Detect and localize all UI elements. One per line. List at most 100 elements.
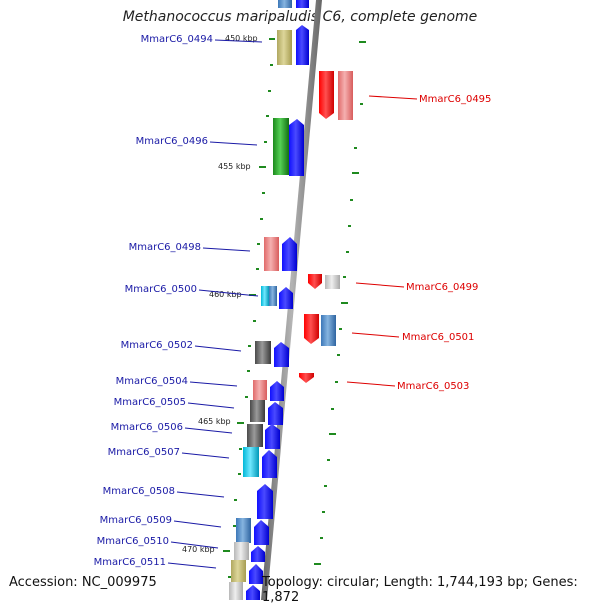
- gene-segment: [289, 119, 304, 176]
- leader-line: [198, 289, 259, 297]
- gene-label-forward[interactable]: MmarC6_0498: [129, 242, 201, 253]
- gene-label-forward[interactable]: MmarC6_0506: [111, 422, 183, 433]
- tick-mark: [354, 147, 357, 149]
- tick-mark: [270, 64, 273, 66]
- tick-mark: [350, 199, 353, 201]
- leader-line: [176, 491, 225, 498]
- gene-label-forward[interactable]: MmarC6_0510: [97, 536, 169, 547]
- gene-segment: [319, 71, 334, 119]
- tick-mark: [360, 103, 363, 105]
- tick-mark: [260, 218, 263, 220]
- tick-mark: [322, 511, 325, 513]
- gene-label-reverse[interactable]: MmarC6_0499: [406, 282, 478, 293]
- forward-genes: [229, 0, 309, 600]
- forward-leaders: [167, 39, 263, 569]
- leader-line: [189, 381, 238, 387]
- leader-line: [202, 247, 251, 252]
- tick-mark: [339, 328, 342, 330]
- tick-mark: [341, 302, 348, 304]
- gene-label-forward[interactable]: MmarC6_0509: [100, 515, 172, 526]
- tick-mark: [262, 192, 265, 194]
- gene-segment: [253, 380, 267, 400]
- tick-mark: [264, 141, 267, 143]
- gene-segment: [270, 381, 284, 401]
- tick-mark: [324, 485, 327, 487]
- map-title: Methanococcus maripaludis C6, complete g…: [122, 9, 478, 25]
- gene-segment: [254, 520, 269, 545]
- gene-label-forward[interactable]: MmarC6_0511: [94, 557, 166, 568]
- gene-segment: [273, 118, 289, 175]
- gene-label-forward[interactable]: MmarC6_0507: [108, 447, 180, 458]
- gene-segment: [250, 400, 265, 422]
- tick-mark: [237, 422, 244, 424]
- gene-segment: [251, 546, 265, 562]
- gene-segment: [236, 518, 251, 543]
- tick-mark: [257, 243, 260, 245]
- gene-segment: [296, 0, 309, 8]
- leader-line: [214, 39, 263, 43]
- scale-label: 465 kbp: [198, 417, 231, 426]
- tick-mark: [266, 115, 269, 117]
- tick-mark: [239, 448, 242, 450]
- gene-segment: [255, 341, 271, 364]
- gene-segment: [278, 0, 292, 8]
- gene-segment: [229, 582, 243, 600]
- gene-segment: [269, 286, 277, 306]
- leader-line: [167, 562, 217, 569]
- tick-mark: [329, 433, 336, 435]
- gene-segment: [246, 585, 260, 600]
- gene-segment: [249, 564, 263, 584]
- gene-segment: [247, 424, 263, 447]
- gene-segment: [264, 237, 279, 271]
- gene-label-forward[interactable]: MmarC6_0505: [114, 397, 186, 408]
- tick-mark: [320, 537, 323, 539]
- gene-segment: [321, 315, 336, 346]
- tick-mark: [335, 381, 338, 383]
- tick-mark: [269, 38, 275, 40]
- tick-mark: [259, 166, 266, 168]
- gene-label-reverse[interactable]: MmarC6_0495: [419, 94, 491, 105]
- gene-segment: [304, 314, 319, 344]
- tick-mark: [247, 370, 250, 372]
- tick-mark: [248, 345, 251, 347]
- gene-segment: [296, 25, 309, 65]
- leader-line: [181, 452, 230, 459]
- tick-mark: [359, 41, 366, 43]
- gene-label-reverse[interactable]: MmarC6_0503: [397, 381, 469, 392]
- leader-line: [170, 541, 219, 549]
- tick-mark: [234, 499, 237, 501]
- gene-label-forward[interactable]: MmarC6_0496: [136, 136, 208, 147]
- gene-label-forward[interactable]: MmarC6_0508: [103, 486, 175, 497]
- leader-line: [194, 345, 242, 352]
- accession-label: Accession: NC_009975: [9, 575, 157, 590]
- gene-label-forward[interactable]: MmarC6_0500: [125, 284, 197, 295]
- gene-segment: [279, 287, 293, 309]
- tick-mark: [343, 276, 346, 278]
- gene-segment: [282, 237, 297, 271]
- reverse-genes: [299, 71, 353, 383]
- scale-label: 450 kbp: [225, 34, 258, 43]
- gene-segment: [274, 342, 289, 367]
- tick-mark: [233, 525, 236, 527]
- leader-line: [355, 282, 405, 288]
- gene-label-forward[interactable]: MmarC6_0494: [141, 34, 213, 45]
- genome-summary: Topology: circular; Length: 1,744,193 bp…: [262, 575, 578, 605]
- scale-label: 460 kbp: [209, 290, 242, 299]
- tick-mark: [346, 251, 349, 253]
- scale-label: 470 kbp: [182, 545, 215, 554]
- gene-segment: [265, 424, 280, 449]
- gene-label-forward[interactable]: MmarC6_0504: [116, 376, 188, 387]
- tick-mark: [337, 354, 340, 356]
- gene-segment: [243, 447, 259, 477]
- outer-ticks: [314, 41, 366, 565]
- tick-mark: [253, 320, 256, 322]
- tick-mark: [348, 225, 351, 227]
- tick-mark: [327, 459, 330, 461]
- gene-label-forward[interactable]: MmarC6_0502: [121, 340, 193, 351]
- scale-label: 455 kbp: [218, 162, 251, 171]
- gene-segment: [325, 275, 340, 289]
- gene-label-reverse[interactable]: MmarC6_0501: [402, 332, 474, 343]
- gene-segment: [231, 560, 246, 582]
- tick-mark: [228, 576, 231, 578]
